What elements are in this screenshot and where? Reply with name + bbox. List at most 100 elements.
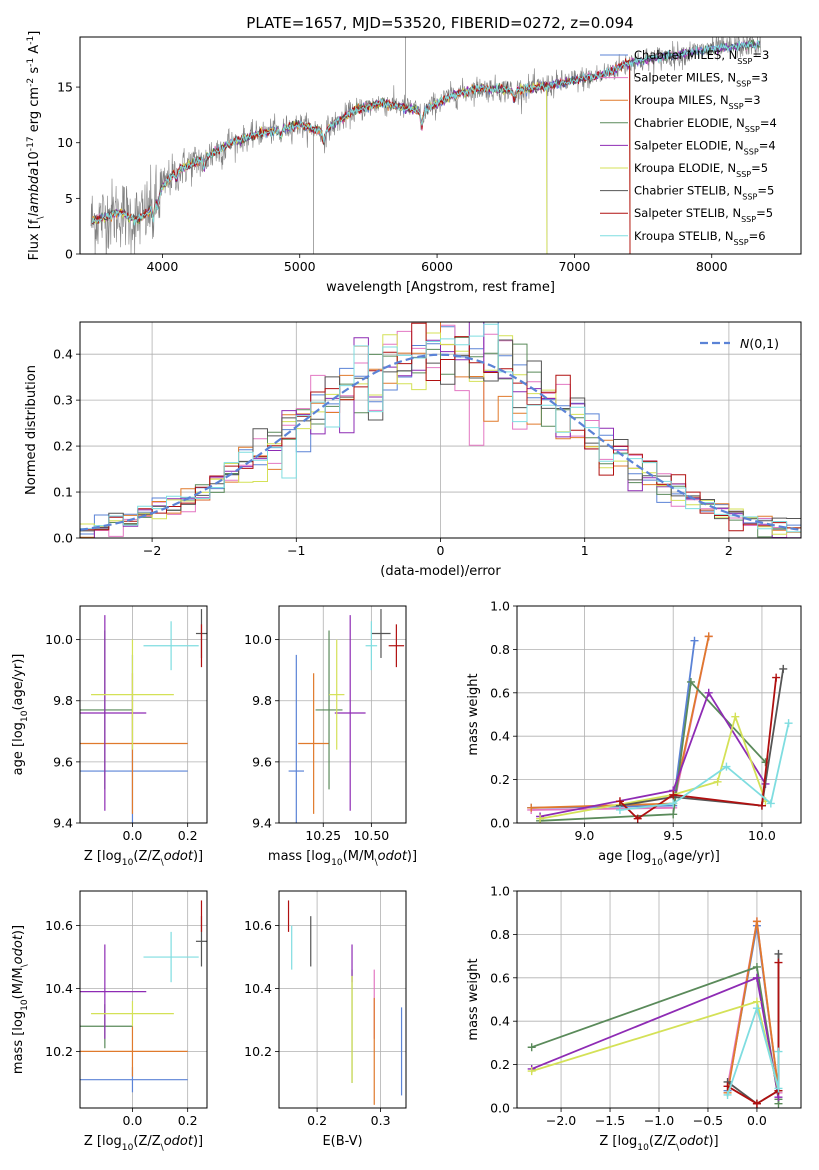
age-mass-panel-point <box>288 654 305 823</box>
weight-z-panel-marker <box>723 1090 732 1099</box>
weight-age-panel-ytick-label: 0.6 <box>490 685 510 700</box>
residual-panel-ytick-label: 0.4 <box>53 347 73 362</box>
weight-age-panel-marker <box>757 801 766 810</box>
spectrum-panel-xlabel: wavelength [Angstrom, rest frame] <box>326 280 555 295</box>
mass-z-panel-xtick-label: 0.0 <box>123 1113 143 1128</box>
spectrum-panel-plot-area <box>90 37 762 254</box>
mass-ebv-panel-xlabel: E(B-V) <box>322 1134 362 1149</box>
age-mass-panel-point <box>315 630 343 790</box>
residual-panel-ylabel: Normed distribution <box>24 365 39 495</box>
spectrum-model-line-7 <box>91 57 631 254</box>
spectrum-panel-ytick-label: 5 <box>65 191 73 206</box>
weight-age-panel-ytick-label: 0.2 <box>490 772 510 787</box>
weight-z-panel-marker <box>774 1084 783 1093</box>
mass-ebv-panel-plot-area <box>287 900 403 1105</box>
mass-z-panel-point <box>143 931 199 983</box>
spectrum-panel-ytick-label: 15 <box>57 80 73 95</box>
mass-ebv-panel: 0.2 0.3 10.2 10.4 10.6 E(B-V) <box>244 890 407 1149</box>
weight-z-panel-ylabel: mass weight <box>466 958 481 1040</box>
legend-label: Salpeter STELIB, NSSP=5 <box>634 206 773 224</box>
weight-age-panel-marker <box>686 677 695 686</box>
age-z-panel-ytick-label: 9.8 <box>53 693 73 708</box>
weight-age-panel-marker <box>784 719 793 728</box>
age-z-panel-xlabel: Z [log10(Z/Z\odot)] <box>84 849 203 868</box>
weight-z-panel-marker <box>752 1004 761 1013</box>
legend-label: Salpeter MILES, NSSP=3 <box>634 71 768 89</box>
age-mass-panel-ytick-label: 9.8 <box>252 693 272 708</box>
age-mass-panel-point <box>329 639 345 750</box>
weight-z-panel-ytick-label: 0.2 <box>490 1057 510 1072</box>
residual-panel-xtick-label: −1 <box>287 543 305 558</box>
weight-age-panel-ylabel: mass weight <box>466 673 481 755</box>
age-mass-panel-frame <box>278 605 407 824</box>
normal-curve <box>80 353 801 531</box>
weight-z-panel-marker <box>752 917 761 926</box>
weight-age-panel-ytick-label: 0.8 <box>490 642 510 657</box>
weight-z-panel-xtick-label: −1.5 <box>595 1113 625 1128</box>
weight-z-panel-marker <box>527 1067 536 1076</box>
mass-z-panel-ytick-label: 10.4 <box>45 981 73 996</box>
mass-z-panel-ylabel: mass [log10(M/M\odot)] <box>11 925 30 1074</box>
age-z-panel-ytick-label: 9.6 <box>53 754 73 769</box>
age-z-panel-ytick-label: 10.0 <box>45 632 73 647</box>
weight-age-panel: 9.0 9.5 10.0 0.0 0.2 0.4 0.6 0.8 1.0 age [log10(a… <box>466 599 802 868</box>
weight-z-panel-marker <box>774 949 783 958</box>
weight-age-panel-marker <box>722 762 731 771</box>
weight-z-panel-series-line <box>727 962 780 1105</box>
residual-panel-plot-area <box>80 322 801 538</box>
age-mass-panel-point <box>365 621 378 671</box>
spectrum-legend: Chabrier MILES, NSSP=3 Salpeter MILES, NS… <box>600 48 777 246</box>
weight-z-panel-xlabel: Z [log10(Z/Z\odot)] <box>599 1134 718 1153</box>
figure-title: PLATE=1657, MJD=53520, FIBERID=0272, z=0… <box>246 14 633 32</box>
weight-age-panel-marker <box>690 636 699 645</box>
age-mass-panel-point <box>388 624 405 668</box>
weight-age-panel-marker <box>669 799 678 808</box>
weight-age-panel-marker <box>731 712 740 721</box>
weight-age-panel-xtick-label: 9.0 <box>575 828 595 843</box>
weight-age-panel-marker <box>527 803 536 812</box>
weight-age-panel-series-line <box>619 668 785 807</box>
residual-panel-xtick-label: 1 <box>581 543 589 558</box>
age-z-panel-frame <box>79 605 208 824</box>
weight-age-panel-marker <box>772 673 781 682</box>
age-mass-panel-xtick-label: 10.25 <box>305 828 341 843</box>
spectrum-panel-ylabel: Flux [f\lambda10-17 erg cm-2 s-1 A-1] <box>26 31 46 261</box>
spectrum-panel-xtick-label: 7000 <box>558 259 590 274</box>
mass-ebv-panel-frame <box>278 890 407 1109</box>
legend-label: Chabrier STELIB, NSSP=5 <box>634 184 774 202</box>
residual-hist-4 <box>80 322 801 538</box>
age-z-panel: 0.0 0.2 9.4 9.6 9.8 10.0 Z [log10(Z/Z\odot)] ag… <box>11 605 208 868</box>
residual-panel-xlabel: (data-model)/error <box>380 564 501 579</box>
weight-age-panel-marker <box>669 790 678 799</box>
weight-z-panel: −2.0 −1.5 −1.0 −0.5 0.0 0.0 0.2 0.4 0.6 0.8 1.0 Z [… <box>466 884 802 1153</box>
weight-z-panel-ytick-label: 0.6 <box>490 970 510 985</box>
spectrum-model-line-8 <box>91 40 760 226</box>
weight-age-panel-marker <box>669 810 678 819</box>
weight-z-panel-ytick-label: 1.0 <box>490 884 510 899</box>
weight-z-panel-marker <box>527 1043 536 1052</box>
age-mass-panel: 10.25 10.50 9.4 9.6 9.8 10.0 mass [log10(M/M\o… <box>244 605 417 868</box>
mass-z-panel-point <box>80 944 147 1039</box>
weight-z-panel-ytick-label: 0.0 <box>490 1101 510 1116</box>
weight-age-panel-xlabel: age [log10(age/yr)] <box>598 849 720 868</box>
mass-z-panel-point <box>91 1001 174 1027</box>
mass-z-panel-xlabel: Z [log10(Z/Z\odot)] <box>84 1134 203 1153</box>
weight-z-panel-ytick-label: 0.8 <box>490 927 510 942</box>
spectrum-panel: 4000 5000 6000 7000 8000 0 5 10 15 wavelength [An… <box>26 31 802 295</box>
weight-age-panel-marker <box>615 805 624 814</box>
age-mass-panel-point <box>298 673 330 814</box>
age-z-panel-ytick-label: 9.4 <box>53 816 73 831</box>
residual-hist-8 <box>80 323 801 533</box>
weight-age-panel-ytick-label: 0.0 <box>490 816 510 831</box>
age-mass-panel-plot-area <box>288 609 405 823</box>
age-mass-panel-xtick-label: 10.50 <box>353 828 389 843</box>
weight-age-panel-plot-area <box>527 632 793 823</box>
mass-z-panel-frame <box>79 890 208 1109</box>
spectrum-panel-frame <box>79 36 802 255</box>
mass-ebv-panel-ytick-label: 10.4 <box>244 981 272 996</box>
mass-ebv-panel-xtick-label: 0.2 <box>307 1113 327 1128</box>
mass-z-panel-xtick-label: 0.2 <box>178 1113 198 1128</box>
weight-z-panel-marker <box>774 958 783 967</box>
weight-z-panel-marker <box>752 973 761 982</box>
